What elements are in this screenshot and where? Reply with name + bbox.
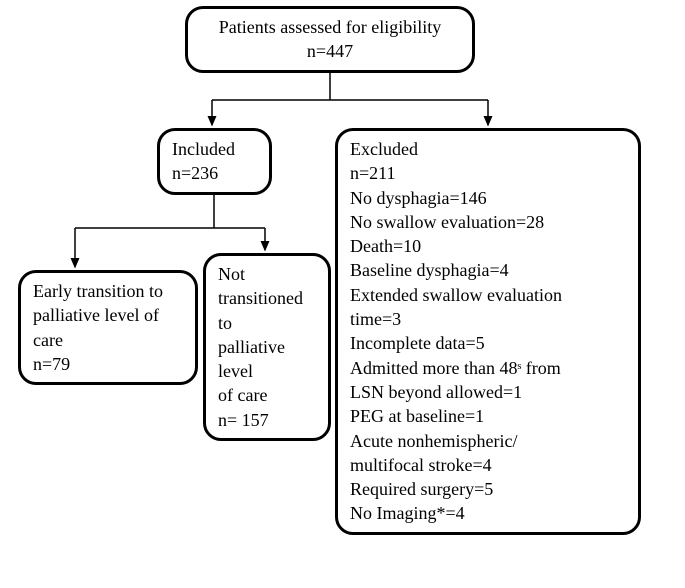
included-line2: n=236	[172, 161, 257, 185]
excluded-reason: PEG at baseline=1	[350, 404, 626, 428]
excluded-reason: LSN beyond allowed=1	[350, 380, 626, 404]
nt-line2: transitioned to	[218, 286, 316, 335]
early-line3: care	[33, 328, 183, 352]
root-line2: n=447	[200, 39, 460, 63]
excluded-reason: No swallow evaluation=28	[350, 210, 626, 234]
root-line1: Patients assessed for eligibility	[200, 15, 460, 39]
excluded-reason: Required surgery=5	[350, 477, 626, 501]
nt-line5: n= 157	[218, 408, 316, 432]
excluded-n: n=211	[350, 161, 626, 185]
excluded-reasons: No dysphagia=146No swallow evaluation=28…	[350, 186, 626, 526]
excluded-reason: multifocal stroke=4	[350, 453, 626, 477]
node-included: Included n=236	[157, 128, 272, 195]
nt-line3: palliative level	[218, 335, 316, 384]
early-line1: Early transition to	[33, 279, 183, 303]
included-line1: Included	[172, 137, 257, 161]
excluded-reason: Extended swallow evaluation	[350, 283, 626, 307]
excluded-reason: Baseline dysphagia=4	[350, 258, 626, 282]
nt-line4: of care	[218, 383, 316, 407]
excluded-reason: Admitted more than 48ˢ from	[350, 356, 626, 380]
early-line2: palliative level of	[33, 303, 183, 327]
node-root: Patients assessed for eligibility n=447	[185, 6, 475, 73]
nt-line1: Not	[218, 262, 316, 286]
excluded-reason: No Imaging*=4	[350, 501, 626, 525]
excluded-header: Excluded	[350, 137, 626, 161]
node-not-transitioned: Not transitioned to palliative level of …	[203, 253, 331, 441]
node-excluded: Excluded n=211 No dysphagia=146No swallo…	[335, 128, 641, 535]
excluded-reason: Incomplete data=5	[350, 331, 626, 355]
excluded-reason: No dysphagia=146	[350, 186, 626, 210]
node-early-transition: Early transition to palliative level of …	[18, 270, 198, 385]
excluded-reason: Acute nonhemispheric/	[350, 429, 626, 453]
excluded-reason: Death=10	[350, 234, 626, 258]
early-line4: n=79	[33, 352, 183, 376]
excluded-reason: time=3	[350, 307, 626, 331]
